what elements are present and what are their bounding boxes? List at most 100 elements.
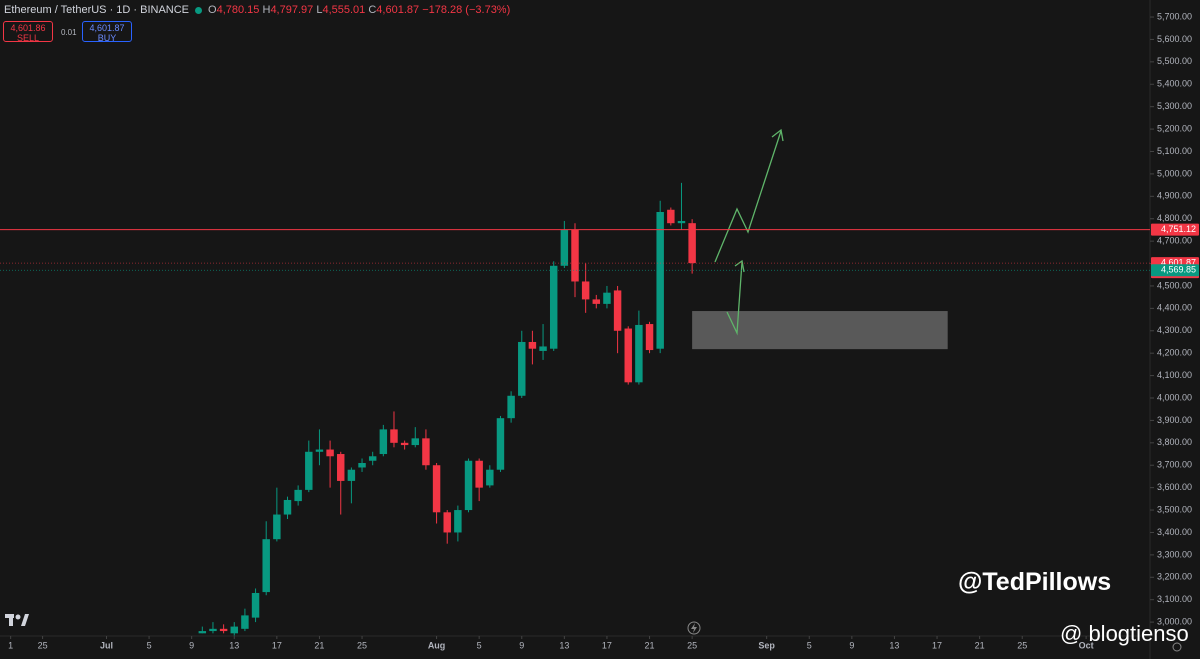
y-tick-label: 5,400.00: [1157, 79, 1192, 89]
buy-label: BUY: [97, 33, 117, 43]
candle-body: [454, 510, 462, 533]
x-tick-label: Aug: [428, 640, 446, 650]
zone: [692, 311, 948, 350]
candle-body: [528, 341, 537, 349]
arrow-retest: [726, 261, 743, 336]
y-tick-label: 4,900.00: [1157, 191, 1192, 201]
y-tick-label: 3,100.00: [1157, 594, 1192, 604]
arrow-head: [771, 128, 784, 142]
y-tick-label: 5,600.00: [1157, 34, 1192, 44]
candle-body: [305, 451, 313, 490]
settings-icon: [1172, 642, 1182, 652]
candle-body: [645, 324, 654, 351]
ohlc-value: 4,601.87: [376, 4, 420, 16]
candle-body: [581, 281, 590, 300]
candle-body: [251, 592, 260, 618]
y-tick-label: 3,400.00: [1157, 527, 1192, 537]
price-badge-label: 4,601.87: [1161, 257, 1196, 267]
y-tick-label: 3,800.00: [1157, 437, 1192, 447]
candle-body: [262, 539, 270, 593]
y-tick-label: 4,400.00: [1157, 303, 1192, 313]
sell-button[interactable]: 4,601.86 SELL: [3, 21, 53, 43]
ohlc-value: 4,780.15: [216, 4, 260, 16]
buy-price: 4,601.87: [89, 23, 125, 33]
candle-body: [549, 265, 558, 349]
x-tick-label: 25: [1017, 640, 1027, 650]
candle-body: [688, 223, 696, 264]
x-tick-label: 13: [229, 640, 239, 650]
x-tick-label: 13: [889, 640, 899, 650]
ohlc-value: 4,555.01: [322, 4, 366, 16]
x-tick-label: 9: [849, 640, 854, 650]
y-tick-label: 3,700.00: [1157, 460, 1192, 470]
candle-body: [518, 341, 526, 396]
candle-body: [592, 299, 601, 304]
candle-body: [507, 395, 515, 419]
candle-body: [347, 469, 356, 481]
sell-price: 4,601.86: [10, 23, 46, 33]
candle-body: [656, 212, 664, 349]
candle-body: [560, 229, 569, 266]
arrow-head: [734, 259, 745, 273]
y-tick-label: 5,100.00: [1157, 146, 1192, 156]
y-tick-label: 3,300.00: [1157, 549, 1192, 559]
candle-body: [209, 628, 217, 632]
y-tick-label: 5,200.00: [1157, 123, 1192, 133]
symbol-title: Ethereum / TetherUS · 1D · BINANCE: [4, 4, 190, 16]
x-tick-label: Oct: [1079, 640, 1094, 650]
candle-body: [390, 429, 398, 443]
ohlc-key: C: [368, 4, 377, 16]
x-tick-label: 25: [357, 640, 367, 650]
y-tick-label: 5,500.00: [1157, 56, 1192, 66]
candle-body: [667, 209, 675, 224]
candle-body: [635, 324, 643, 383]
y-tick-label: 3,600.00: [1157, 482, 1192, 492]
buy-button[interactable]: 4,601.87 BUY: [82, 21, 132, 43]
candle-body: [496, 418, 505, 470]
x-tick-label: 5: [807, 640, 812, 650]
candle-body: [198, 631, 207, 634]
candle-body: [294, 489, 302, 502]
candle-body: [432, 465, 441, 513]
y-tick-label: 5,700.00: [1157, 11, 1192, 21]
candle-body: [603, 292, 611, 304]
ohlc-value: 4,797.97: [270, 4, 314, 16]
x-tick-label: 21: [645, 640, 655, 650]
tv-logo: [5, 614, 29, 626]
y-tick-label: 3,000.00: [1157, 616, 1192, 626]
x-tick-label: 17: [272, 640, 282, 650]
x-tick-label: 21: [314, 640, 324, 650]
ohlc-key: H: [262, 4, 271, 16]
candle-body: [368, 456, 377, 461]
x-tick-label: 25: [687, 640, 697, 650]
symbol-header: Ethereum / TetherUS · 1D · BINANCE O4,78…: [4, 4, 510, 16]
y-tick-label: 3,900.00: [1157, 415, 1192, 425]
y-tick-label: 4,000.00: [1157, 392, 1192, 402]
price-badge: [1151, 264, 1199, 277]
y-tick-label: 5,000.00: [1157, 168, 1192, 178]
y-tick-label: 3,200.00: [1157, 572, 1192, 582]
y-tick-label: 4,700.00: [1157, 236, 1192, 246]
candle-body: [411, 438, 420, 446]
price-badge-label: 4,569.85: [1161, 265, 1196, 275]
candle-body: [273, 514, 281, 540]
y-tick-label: 4,200.00: [1157, 348, 1192, 358]
x-tick-label: 5: [477, 640, 482, 650]
candle-body: [475, 460, 483, 488]
candle-body: [337, 454, 345, 481]
projection-arrows: [714, 128, 784, 336]
x-tick-label: 5: [147, 640, 152, 650]
plot-area: [198, 182, 948, 636]
watermark: @TedPillows: [958, 568, 1112, 596]
price-badge: [1151, 223, 1199, 236]
candle-body: [571, 229, 579, 282]
candle-body: [464, 460, 473, 511]
candle-body: [613, 290, 622, 331]
x-tick-label: 25: [38, 640, 48, 650]
x-tick-label: Jul: [100, 640, 113, 650]
candle-body: [358, 462, 366, 468]
x-tick-label: Sep: [758, 640, 775, 650]
candle-body: [283, 499, 292, 515]
